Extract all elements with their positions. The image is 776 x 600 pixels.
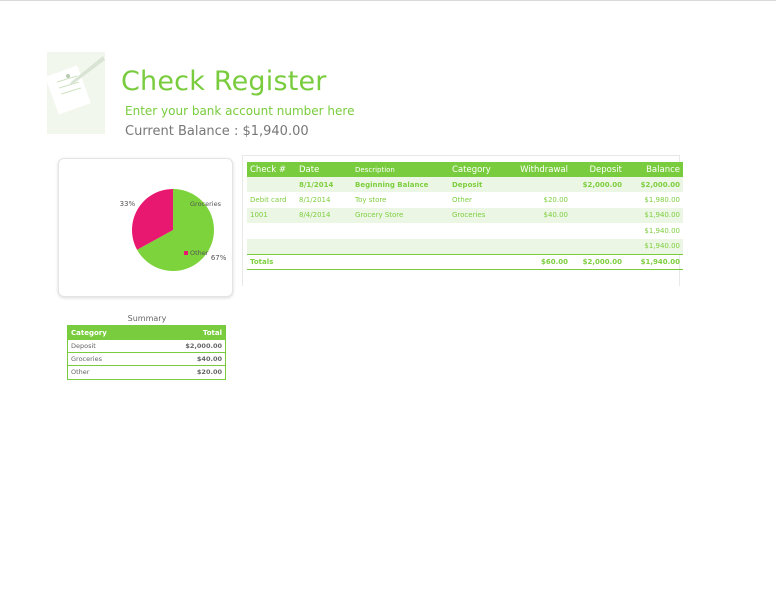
summary-row[interactable]: Deposit $2,000.00 bbox=[67, 338, 226, 353]
summary-total: $20.00 bbox=[145, 365, 226, 380]
totals-balance: $1,940.00 bbox=[625, 253, 683, 270]
cell-category[interactable] bbox=[449, 223, 509, 239]
summary-row[interactable]: Groceries $40.00 bbox=[67, 352, 226, 366]
cell-balance: $1,980.00 bbox=[625, 192, 683, 208]
register-table: Check # Date Description Category Withdr… bbox=[247, 162, 683, 270]
cell-deposit[interactable] bbox=[571, 207, 625, 224]
top-border bbox=[0, 0, 776, 1]
cell-withdrawal[interactable]: $40.00 bbox=[509, 207, 571, 224]
register-header-row: Check # Date Description Category Withdr… bbox=[247, 162, 683, 177]
cell-withdrawal[interactable] bbox=[509, 177, 571, 193]
summary-category: Groceries bbox=[67, 352, 146, 366]
cell-description[interactable]: Beginning Balance bbox=[352, 177, 449, 193]
account-number-field[interactable]: Enter your bank account number here bbox=[125, 104, 355, 118]
cell-check[interactable] bbox=[247, 177, 296, 193]
cell-balance: $1,940.00 bbox=[625, 238, 683, 255]
cell-category[interactable]: Deposit bbox=[449, 177, 509, 193]
pie-data-label: 33% bbox=[120, 200, 136, 208]
col-check-number[interactable]: Check # bbox=[247, 162, 296, 177]
cell-description[interactable] bbox=[352, 238, 449, 255]
cell-balance: $1,940.00 bbox=[625, 223, 683, 239]
legend-swatch bbox=[184, 202, 188, 206]
pen-paper-logo-image bbox=[47, 52, 105, 134]
cell-deposit[interactable] bbox=[571, 223, 625, 239]
pie-data-label: 67% bbox=[211, 254, 227, 262]
cell-balance: $1,940.00 bbox=[625, 207, 683, 224]
col-withdrawal[interactable]: Withdrawal bbox=[509, 162, 571, 177]
summary-total: $2,000.00 bbox=[145, 338, 226, 353]
col-date[interactable]: Date bbox=[296, 162, 352, 177]
cell-category[interactable] bbox=[449, 238, 509, 255]
page-title: Check Register bbox=[121, 66, 327, 97]
cell-date[interactable]: 8/4/2014 bbox=[296, 207, 352, 224]
col-description[interactable]: Description bbox=[352, 162, 449, 177]
col-balance[interactable]: Balance bbox=[625, 162, 683, 177]
cell-category[interactable]: Other bbox=[449, 192, 509, 208]
legend-label: Other bbox=[190, 249, 209, 257]
cell-description[interactable]: Grocery Store bbox=[352, 207, 449, 224]
pen-icon bbox=[47, 52, 105, 134]
table-row[interactable]: $1,940.00 bbox=[247, 238, 683, 255]
cell-date[interactable]: 8/1/2014 bbox=[296, 192, 352, 208]
cell-check[interactable] bbox=[247, 223, 296, 239]
col-deposit[interactable]: Deposit bbox=[571, 162, 625, 177]
summary-col-total[interactable]: Total bbox=[145, 325, 226, 340]
summary-title: Summary bbox=[127, 314, 167, 323]
legend-swatch bbox=[184, 251, 188, 255]
summary-table: Category Total Deposit $2,000.00 Groceri… bbox=[67, 325, 226, 380]
summary-category: Other bbox=[67, 365, 146, 380]
table-row[interactable]: 8/1/2014 Beginning Balance Deposit $2,00… bbox=[247, 177, 683, 193]
category-pie-chart[interactable]: 67% 33% Groceries Other bbox=[58, 158, 233, 297]
cell-balance: $2,000.00 bbox=[625, 177, 683, 193]
pie-chart-svg: 67% 33% Groceries Other bbox=[120, 189, 227, 271]
summary-header-row: Category Total bbox=[67, 325, 226, 340]
summary-row[interactable]: Other $20.00 bbox=[67, 365, 226, 380]
cell-check[interactable] bbox=[247, 238, 296, 255]
totals-deposit: $2,000.00 bbox=[571, 253, 625, 270]
totals-label: Totals bbox=[247, 253, 296, 270]
summary-category: Deposit bbox=[67, 338, 146, 353]
current-balance: Current Balance : $1,940.00 bbox=[125, 124, 309, 139]
table-row[interactable]: 1001 8/4/2014 Grocery Store Groceries $4… bbox=[247, 207, 683, 224]
current-balance-label: Current Balance : bbox=[125, 124, 239, 139]
cell-check[interactable]: Debit card bbox=[247, 192, 296, 208]
pie-slice-other[interactable] bbox=[132, 189, 173, 250]
totals-row: Totals $60.00 $2,000.00 $1,940.00 bbox=[247, 253, 683, 270]
cell-check[interactable]: 1001 bbox=[247, 207, 296, 224]
table-row[interactable]: $1,940.00 bbox=[247, 223, 683, 239]
legend-label: Groceries bbox=[190, 200, 222, 208]
cell-deposit[interactable]: $2,000.00 bbox=[571, 177, 625, 193]
cell-withdrawal[interactable] bbox=[509, 238, 571, 255]
cell-date[interactable] bbox=[296, 223, 352, 239]
cell-description[interactable] bbox=[352, 223, 449, 239]
cell-date[interactable] bbox=[296, 238, 352, 255]
summary-total: $40.00 bbox=[145, 352, 226, 366]
cell-description[interactable]: Toy store bbox=[352, 192, 449, 208]
cell-withdrawal[interactable]: $20.00 bbox=[509, 192, 571, 208]
cell-deposit[interactable] bbox=[571, 192, 625, 208]
pie-slice-groceries[interactable] bbox=[137, 189, 214, 271]
table-row[interactable]: Debit card 8/1/2014 Toy store Other $20.… bbox=[247, 192, 683, 208]
col-category[interactable]: Category bbox=[449, 162, 509, 177]
cell-withdrawal[interactable] bbox=[509, 223, 571, 239]
cell-date[interactable]: 8/1/2014 bbox=[296, 177, 352, 193]
cell-category[interactable]: Groceries bbox=[449, 207, 509, 224]
summary-col-category[interactable]: Category bbox=[67, 325, 146, 340]
totals-withdrawal: $60.00 bbox=[509, 253, 571, 270]
current-balance-value: $1,940.00 bbox=[242, 124, 309, 139]
cell-deposit[interactable] bbox=[571, 238, 625, 255]
